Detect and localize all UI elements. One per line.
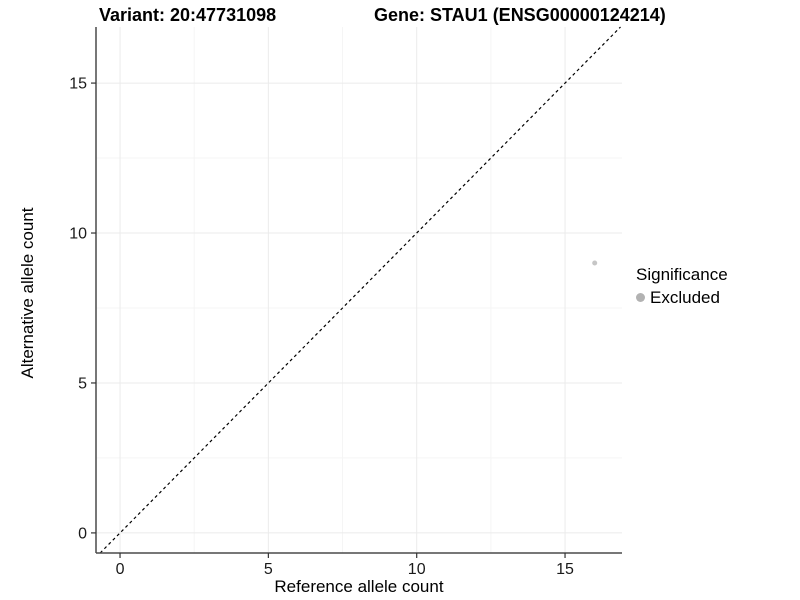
x-axis-title: Reference allele count	[274, 577, 444, 596]
x-tick-label: 0	[116, 561, 125, 578]
x-tick-label: 10	[408, 561, 426, 578]
x-tick-label: 5	[264, 561, 273, 578]
data-point	[592, 260, 598, 266]
y-tick-label: 10	[69, 226, 87, 243]
plot-title-variant: Variant: 20:47731098	[99, 5, 277, 25]
legend-title: Significance	[636, 265, 728, 284]
legend: Significance Excluded	[636, 265, 728, 307]
legend-item-label: Excluded	[650, 288, 720, 307]
y-tick-label: 5	[78, 375, 87, 392]
plot-title-gene: Gene: STAU1 (ENSG00000124214)	[374, 5, 666, 25]
legend-item-excluded: Excluded	[636, 288, 728, 307]
legend-point-icon	[636, 293, 645, 302]
identity-reference-line	[99, 26, 621, 554]
x-tick-label: 15	[556, 561, 574, 578]
y-tick-label: 0	[78, 525, 87, 542]
y-tick-label: 15	[69, 76, 87, 93]
y-axis-title: Alternative allele count	[18, 207, 37, 379]
